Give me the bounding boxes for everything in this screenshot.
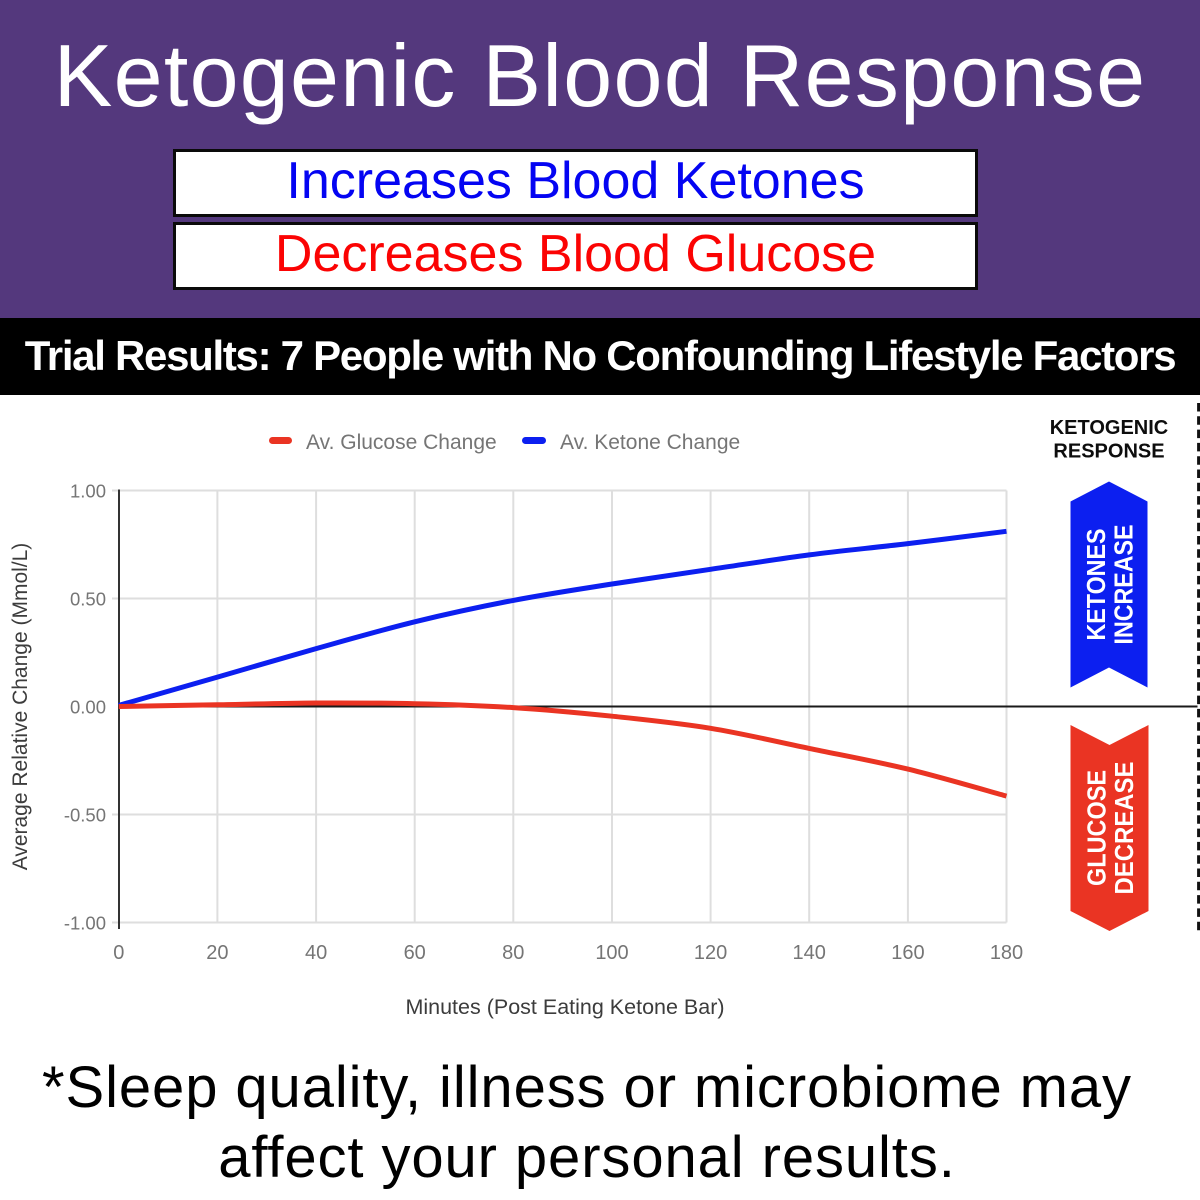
- svg-text:Av. Ketone Change: Av. Ketone Change: [560, 431, 740, 454]
- svg-text:Minutes (Post Eating Ketone Ba: Minutes (Post Eating Ketone Bar): [405, 995, 724, 1019]
- svg-text:100: 100: [595, 942, 628, 964]
- svg-text:DECREASE: DECREASE: [1109, 762, 1139, 895]
- svg-text:INCREASE: INCREASE: [1108, 525, 1138, 645]
- svg-text:GLUCOSE: GLUCOSE: [1082, 770, 1112, 886]
- svg-text:Average Relative Change (Mmol/: Average Relative Change (Mmol/L): [9, 543, 32, 871]
- svg-text:180: 180: [990, 942, 1023, 964]
- svg-text:160: 160: [891, 942, 924, 964]
- svg-text:1.00: 1.00: [70, 481, 106, 502]
- svg-text:-0.50: -0.50: [64, 805, 106, 826]
- svg-text:RESPONSE: RESPONSE: [1053, 441, 1164, 463]
- svg-text:120: 120: [694, 942, 727, 964]
- svg-text:0.00: 0.00: [70, 697, 106, 718]
- svg-text:140: 140: [793, 942, 826, 964]
- svg-text:80: 80: [502, 942, 524, 964]
- svg-text:60: 60: [404, 942, 426, 964]
- svg-text:20: 20: [206, 942, 228, 964]
- svg-text:40: 40: [305, 942, 327, 964]
- svg-text:Av. Glucose Change: Av. Glucose Change: [306, 431, 497, 454]
- svg-text:-1.00: -1.00: [64, 913, 106, 934]
- svg-text:0: 0: [113, 942, 124, 964]
- svg-text:KETOGENIC: KETOGENIC: [1050, 417, 1169, 439]
- svg-text:KETONES: KETONES: [1081, 529, 1111, 641]
- svg-text:0.50: 0.50: [70, 589, 106, 610]
